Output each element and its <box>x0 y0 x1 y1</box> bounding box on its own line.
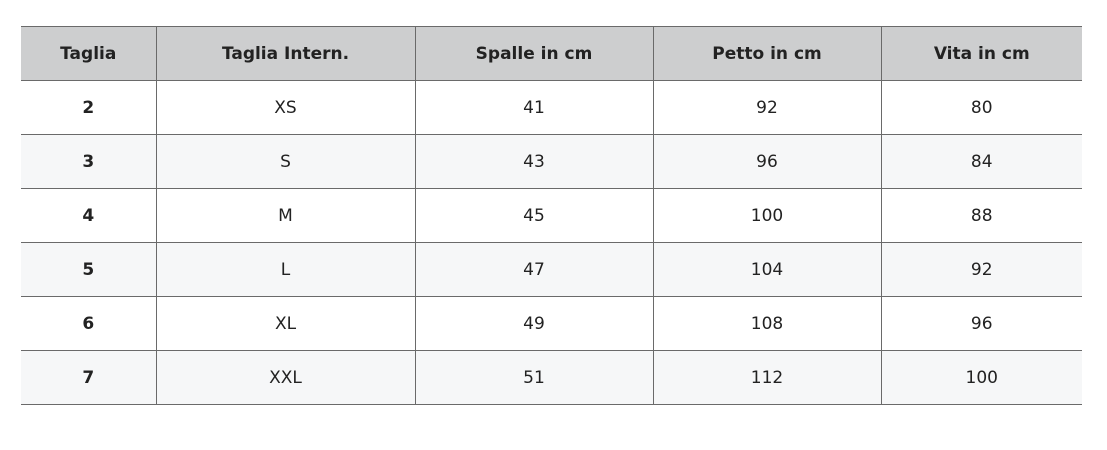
cell-taglia: 4 <box>21 188 156 243</box>
table-row: 7 XXL 51 112 100 <box>21 350 1082 405</box>
cell-vita: 84 <box>880 134 1082 189</box>
table-row: 6 XL 49 108 96 <box>21 296 1082 351</box>
cell-petto: 92 <box>652 80 881 135</box>
cell-spalle: 45 <box>414 188 653 243</box>
cell-taglia: 2 <box>21 80 156 135</box>
cell-taglia: 6 <box>21 296 156 351</box>
cell-taglia: 3 <box>21 134 156 189</box>
cell-taglia: 5 <box>21 242 156 297</box>
cell-vita: 100 <box>880 350 1082 405</box>
header-row: Taglia Taglia Intern. Spalle in cm Petto… <box>21 26 1082 81</box>
cell-petto: 96 <box>652 134 881 189</box>
cell-taglia-intern: XXL <box>155 350 415 405</box>
cell-spalle: 51 <box>414 350 653 405</box>
cell-vita: 88 <box>880 188 1082 243</box>
cell-spalle: 43 <box>414 134 653 189</box>
size-table: Taglia Taglia Intern. Spalle in cm Petto… <box>21 26 1082 405</box>
table-row: 2 XS 41 92 80 <box>21 80 1082 135</box>
cell-petto: 100 <box>652 188 881 243</box>
cell-taglia: 7 <box>21 350 156 405</box>
header-vita: Vita in cm <box>880 26 1082 81</box>
table-row: 5 L 47 104 92 <box>21 242 1082 297</box>
cell-vita: 92 <box>880 242 1082 297</box>
cell-taglia-intern: M <box>155 188 415 243</box>
cell-spalle: 49 <box>414 296 653 351</box>
cell-taglia-intern: XL <box>155 296 415 351</box>
cell-spalle: 41 <box>414 80 653 135</box>
cell-taglia-intern: L <box>155 242 415 297</box>
table-row: 4 M 45 100 88 <box>21 188 1082 243</box>
header-taglia: Taglia <box>21 26 156 81</box>
cell-vita: 80 <box>880 80 1082 135</box>
cell-petto: 108 <box>652 296 881 351</box>
cell-petto: 104 <box>652 242 881 297</box>
header-spalle: Spalle in cm <box>414 26 653 81</box>
cell-petto: 112 <box>652 350 881 405</box>
header-taglia-intern: Taglia Intern. <box>155 26 415 81</box>
cell-vita: 96 <box>880 296 1082 351</box>
cell-taglia-intern: S <box>155 134 415 189</box>
header-petto: Petto in cm <box>652 26 881 81</box>
table-row: 3 S 43 96 84 <box>21 134 1082 189</box>
cell-taglia-intern: XS <box>155 80 415 135</box>
cell-spalle: 47 <box>414 242 653 297</box>
